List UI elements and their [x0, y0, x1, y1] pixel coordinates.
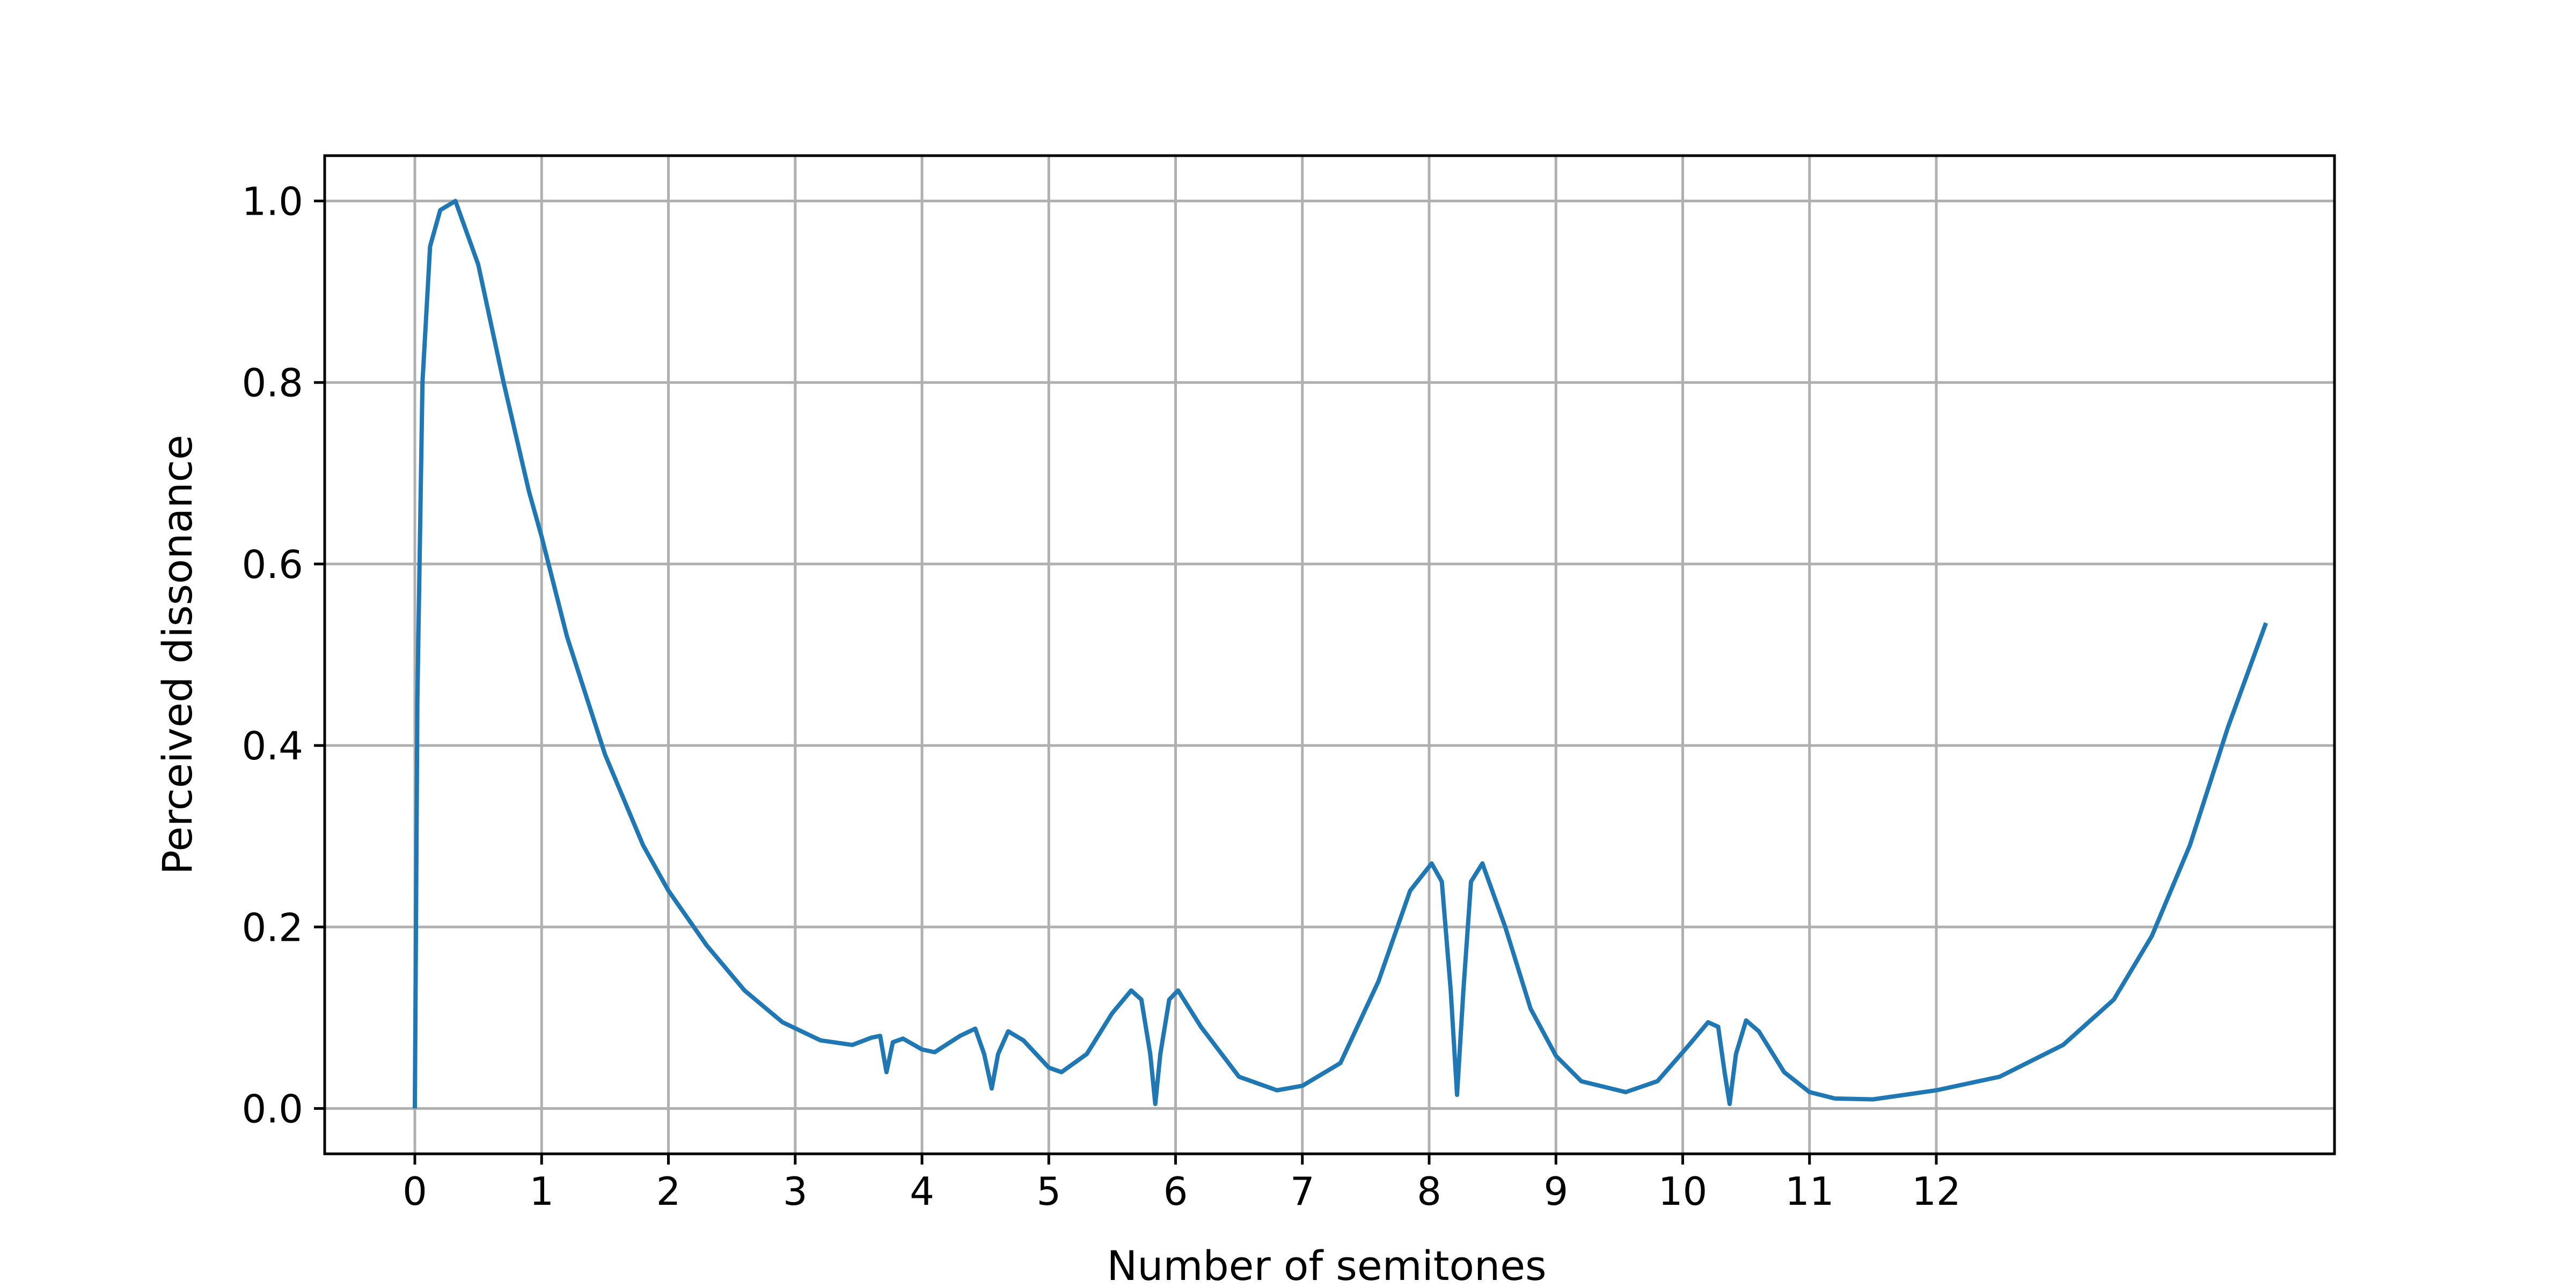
y-axis-title: Perceived dissonance: [153, 435, 201, 875]
x-tick-label: 4: [910, 1169, 934, 1214]
x-tick-label: 7: [1290, 1169, 1315, 1214]
y-tick-label: 1.0: [241, 179, 303, 224]
x-axis-title: Number of semitones: [1107, 1242, 1546, 1288]
y-tick-label: 0.0: [241, 1086, 303, 1131]
x-tick-label: 8: [1417, 1169, 1441, 1214]
plot-frame: [323, 154, 2336, 1155]
ticks: 0 1 2 3 4 5 6 7 8 9 10 11 120.00.20.40.60.81.0: [241, 179, 1960, 1214]
x-tick-label: 10: [1658, 1169, 1708, 1214]
x-tick-label: 3: [783, 1169, 808, 1214]
y-tick-label: 0.2: [241, 905, 303, 950]
x-tick-label: 12: [1912, 1169, 1961, 1214]
y-tick-label: 0.6: [241, 542, 303, 587]
x-tick-label: 5: [1036, 1169, 1061, 1214]
x-tick-label: 11: [1785, 1169, 1834, 1214]
x-tick-label: 9: [1543, 1169, 1568, 1214]
data-layer: [413, 199, 2268, 1109]
x-tick-label: 1: [529, 1169, 554, 1214]
grid: [325, 156, 2334, 1154]
x-tick-label: 6: [1163, 1169, 1188, 1214]
x-tick-label: 2: [656, 1169, 681, 1214]
y-tick-label: 0.8: [241, 361, 303, 406]
x-tick-label: 0: [402, 1169, 427, 1214]
dissonance-curve: [413, 199, 2268, 1109]
y-tick-label: 0.4: [241, 723, 303, 769]
